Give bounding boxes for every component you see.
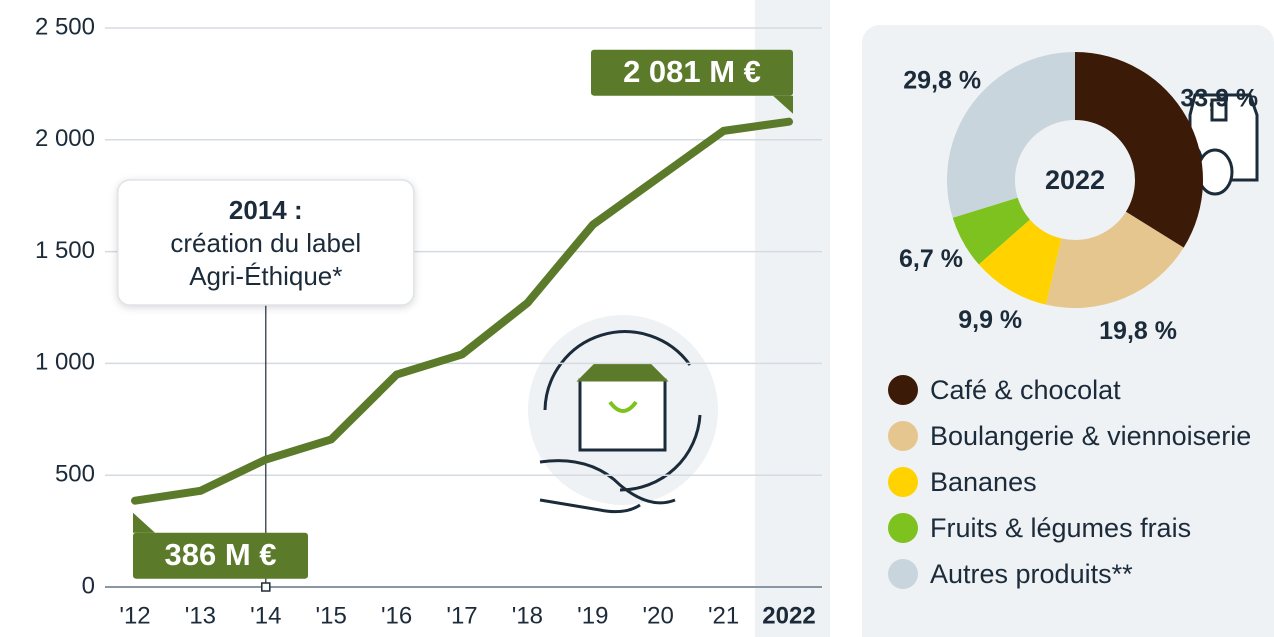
slice-label: 19,8 % (1099, 317, 1177, 345)
slice-label: 6,7 % (899, 245, 963, 273)
legend-swatch (888, 467, 918, 497)
annotation-box (117, 179, 415, 306)
donut-slice (1075, 52, 1203, 248)
slice-label: 29,8 % (903, 67, 981, 95)
x-tick-label: 2022 (762, 602, 815, 629)
donut-slice (978, 219, 1062, 305)
legend-label: Fruits & légumes frais (930, 513, 1192, 543)
y-tick-label: 2 000 (35, 125, 95, 152)
x-tick-label: '21 (708, 602, 739, 629)
x-tick-label: '17 (446, 602, 477, 629)
y-tick-label: 2 500 (35, 13, 95, 40)
y-tick-label: 500 (55, 461, 95, 488)
annotation-text: création du label (170, 228, 361, 258)
x-tick-label: '16 (381, 602, 412, 629)
value-label: 2 081 M € (623, 54, 761, 89)
value-label-tail (773, 95, 793, 114)
value-label-box (133, 532, 308, 579)
legend-label: Autres produits** (930, 559, 1133, 589)
legend-label: Bananes (930, 467, 1037, 497)
x-tick-label: '19 (577, 602, 608, 629)
x-tick-label: '20 (643, 602, 674, 629)
annotation-text: Agri-Éthique* (189, 261, 342, 291)
x-tick-label: '15 (316, 602, 347, 629)
legend-label: Café & chocolat (930, 375, 1121, 405)
x-tick-label: '18 (512, 602, 543, 629)
value-label: 386 M € (164, 537, 276, 572)
value-label-box (591, 49, 793, 96)
annotation-marker (261, 582, 271, 592)
x-tick-label: '14 (250, 602, 281, 629)
legend-swatch (888, 513, 918, 543)
y-tick-label: 1 000 (35, 349, 95, 376)
annotation-text: 2014 : (229, 195, 303, 225)
legend-swatch (888, 421, 918, 451)
y-tick-label: 1 500 (35, 237, 95, 264)
y-tick-label: 0 (82, 572, 95, 599)
basket-icon (528, 315, 718, 514)
x-tick-label: '13 (185, 602, 216, 629)
slice-label: 33,9 % (1180, 85, 1258, 113)
donut-slice (1045, 211, 1184, 308)
series-line (131, 117, 793, 505)
x-tick-label: '12 (119, 602, 150, 629)
slice-label: 9,9 % (958, 306, 1022, 334)
donut-center-label: 2022 (1045, 165, 1105, 195)
legend-swatch (888, 375, 918, 405)
legend-label: Boulangerie & viennoiserie (930, 421, 1252, 451)
donut-slice (952, 197, 1030, 265)
legend-swatch (888, 559, 918, 589)
value-label-tail (133, 512, 155, 533)
donut-slice (946, 52, 1075, 218)
